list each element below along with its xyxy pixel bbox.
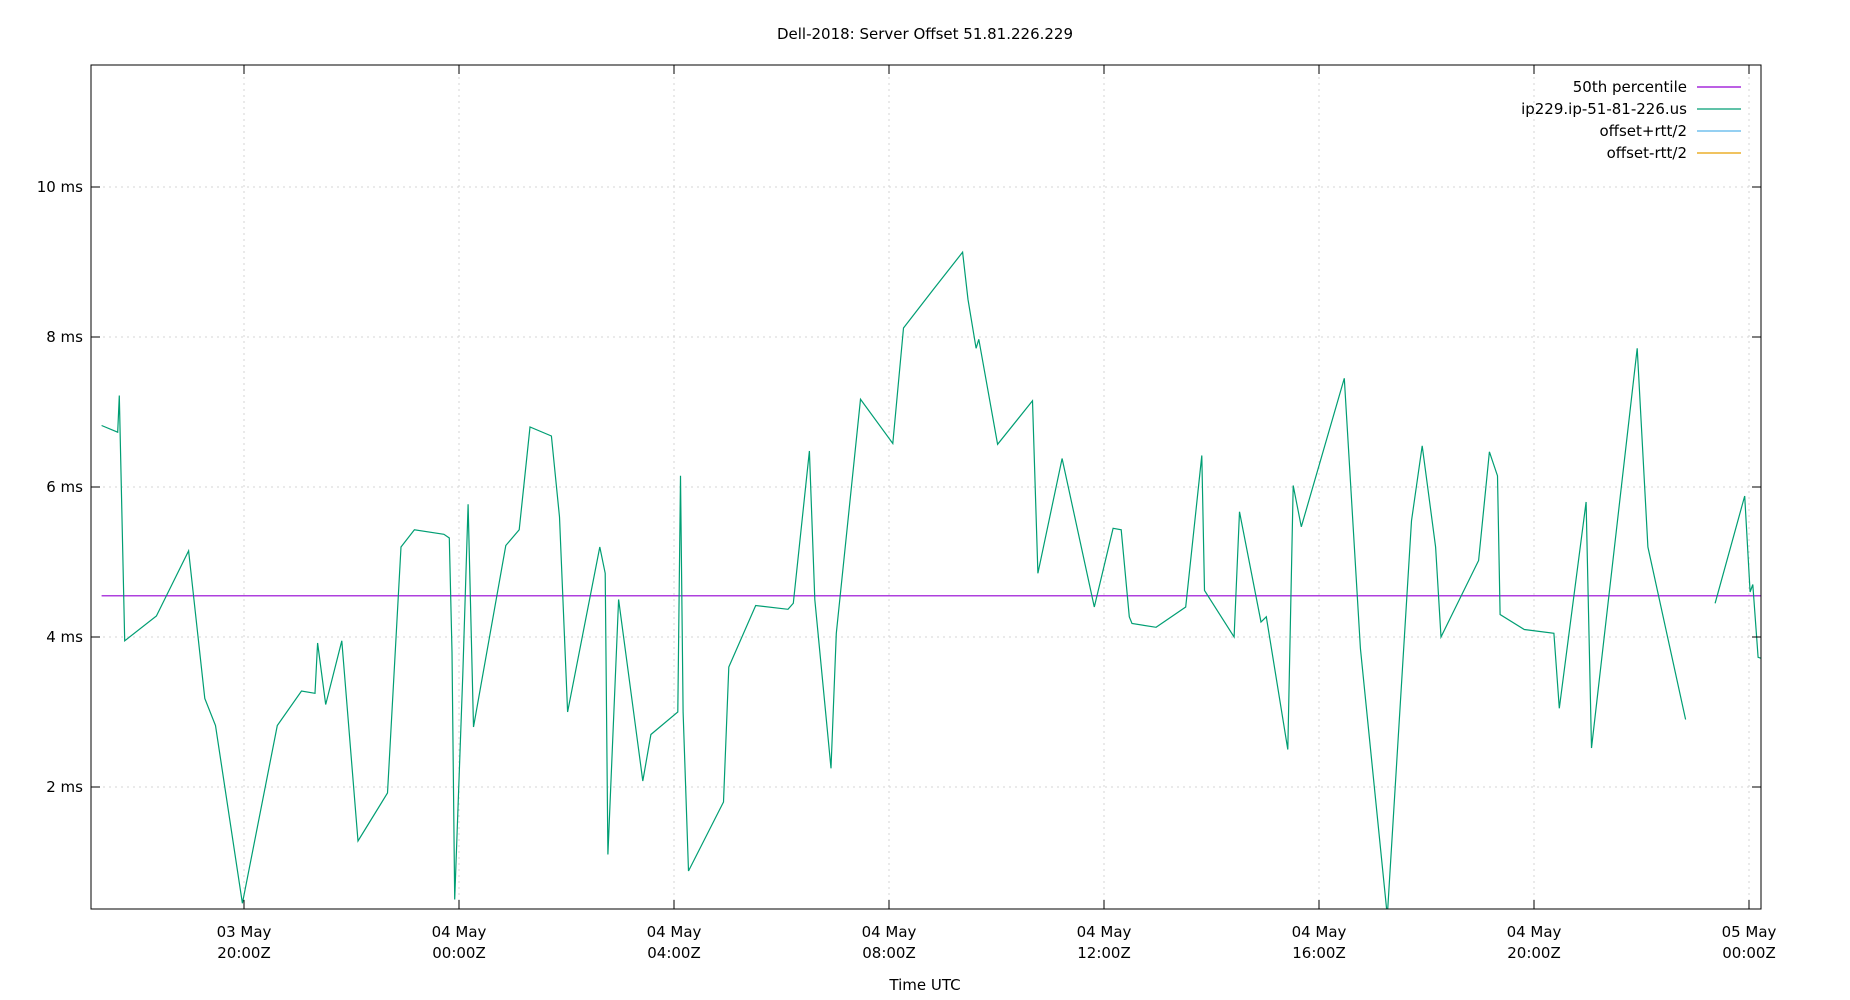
grid [91, 65, 1761, 909]
y-tick-label: 2 ms [46, 778, 83, 796]
plot-series [101, 250, 1761, 909]
x-tick-label-time: 00:00Z [1722, 944, 1776, 962]
x-axis-label: Time UTC [888, 976, 960, 994]
series-line-ip229-ip-51-81-226-us [1714, 495, 1761, 659]
legend: 50th percentile ip229.ip-51-81-226.us offs… [1521, 78, 1741, 162]
axis-ticks: 2 ms 4 ms 6 ms 8 ms 10 ms 03 May 20:00Z 04 May 0… [37, 65, 1777, 962]
chart-title: Dell-2018: Server Offset 51.81.226.229 [777, 25, 1073, 43]
y-tick-label: 10 ms [37, 178, 83, 196]
x-tick-label-time: 00:00Z [432, 944, 486, 962]
y-tick-label: 4 ms [46, 628, 83, 646]
y-tick-label: 6 ms [46, 478, 83, 496]
legend-label-50th-percentile: 50th percentile [1573, 78, 1687, 96]
x-tick-label-time: 12:00Z [1077, 944, 1131, 962]
x-tick-label-time: 08:00Z [862, 944, 916, 962]
x-tick-label-date: 04 May [647, 923, 702, 941]
x-tick-label-time: 16:00Z [1292, 944, 1346, 962]
x-tick-label-date: 04 May [1292, 923, 1347, 941]
series-line-ip229-ip-51-81-226-us [101, 250, 1687, 909]
legend-label-offset-rtt-2: offset+rtt/2 [1599, 122, 1687, 140]
x-tick-label-time: 20:00Z [1507, 944, 1561, 962]
x-tick-label-date: 03 May [217, 923, 272, 941]
x-tick-label-date: 05 May [1722, 923, 1777, 941]
x-tick-label-date: 04 May [1507, 923, 1562, 941]
x-tick-label-time: 20:00Z [217, 944, 271, 962]
x-tick-label-date: 04 May [1077, 923, 1132, 941]
legend-label-ip229-ip-51-81-226-us: ip229.ip-51-81-226.us [1521, 100, 1687, 118]
x-tick-label-date: 04 May [862, 923, 917, 941]
legend-label-offset-rtt-2: offset-rtt/2 [1607, 144, 1687, 162]
x-tick-label-time: 04:00Z [647, 944, 701, 962]
y-tick-label: 8 ms [46, 328, 83, 346]
x-tick-label-date: 04 May [432, 923, 487, 941]
